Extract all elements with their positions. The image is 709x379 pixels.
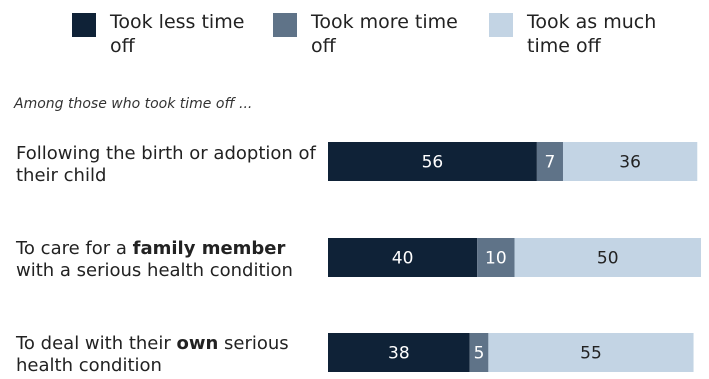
legend-label-took-as-much: Took as much time off bbox=[527, 11, 657, 57]
chart-subtitle: Among those who took time off ... bbox=[14, 96, 253, 112]
legend-swatch-took-less bbox=[72, 13, 96, 37]
bar-segment-took-as-much bbox=[514, 238, 701, 277]
data-label-took-less: 56 bbox=[422, 153, 444, 173]
category-label-text: serious health condition bbox=[16, 333, 289, 376]
category-label-family-member: To care for a family member with a serio… bbox=[16, 238, 316, 282]
bar-segment-took-less bbox=[328, 142, 537, 181]
bar-segment-took-more bbox=[469, 333, 489, 372]
category-label-text: with a serious health condition bbox=[16, 260, 293, 281]
data-label-took-less: 38 bbox=[388, 344, 410, 364]
bar-segment-took-more bbox=[536, 142, 563, 181]
legend-label-took-more: Took more time off bbox=[311, 11, 458, 57]
bar-segment-took-more bbox=[477, 238, 515, 277]
data-label-took-as-much: 55 bbox=[580, 344, 602, 364]
legend-item-took-as-much: Took as much time off bbox=[489, 10, 677, 58]
category-label-text: To deal with their bbox=[16, 333, 177, 354]
legend-item-took-less: Took less time off bbox=[72, 10, 260, 58]
category-label-text: To care for a bbox=[16, 238, 133, 259]
legend-swatch-took-more bbox=[273, 13, 297, 37]
legend-swatch-took-as-much bbox=[489, 13, 513, 37]
bar-segment-took-as-much bbox=[562, 142, 698, 181]
bar-segment-took-less bbox=[328, 238, 478, 277]
data-label-took-more: 5 bbox=[474, 344, 485, 364]
legend-label-took-less: Took less time off bbox=[110, 11, 245, 57]
category-label-own-health: To deal with their own serious health co… bbox=[16, 333, 316, 377]
bar-segment-took-as-much bbox=[488, 333, 694, 372]
data-label-took-less: 40 bbox=[392, 249, 414, 269]
category-label-text: Following the birth or adoption of their… bbox=[16, 143, 316, 186]
category-label-bold: own bbox=[176, 333, 219, 354]
bar-segment-took-less bbox=[328, 333, 470, 372]
category-label-bold: family member bbox=[132, 238, 286, 259]
data-label-took-as-much: 50 bbox=[597, 249, 619, 269]
data-label-took-as-much: 36 bbox=[619, 153, 641, 173]
category-label-birth-adoption: Following the birth or adoption of their… bbox=[16, 143, 316, 187]
data-label-took-more: 10 bbox=[485, 249, 507, 269]
legend-item-took-more: Took more time off bbox=[273, 10, 461, 58]
data-label-took-more: 7 bbox=[545, 153, 556, 173]
